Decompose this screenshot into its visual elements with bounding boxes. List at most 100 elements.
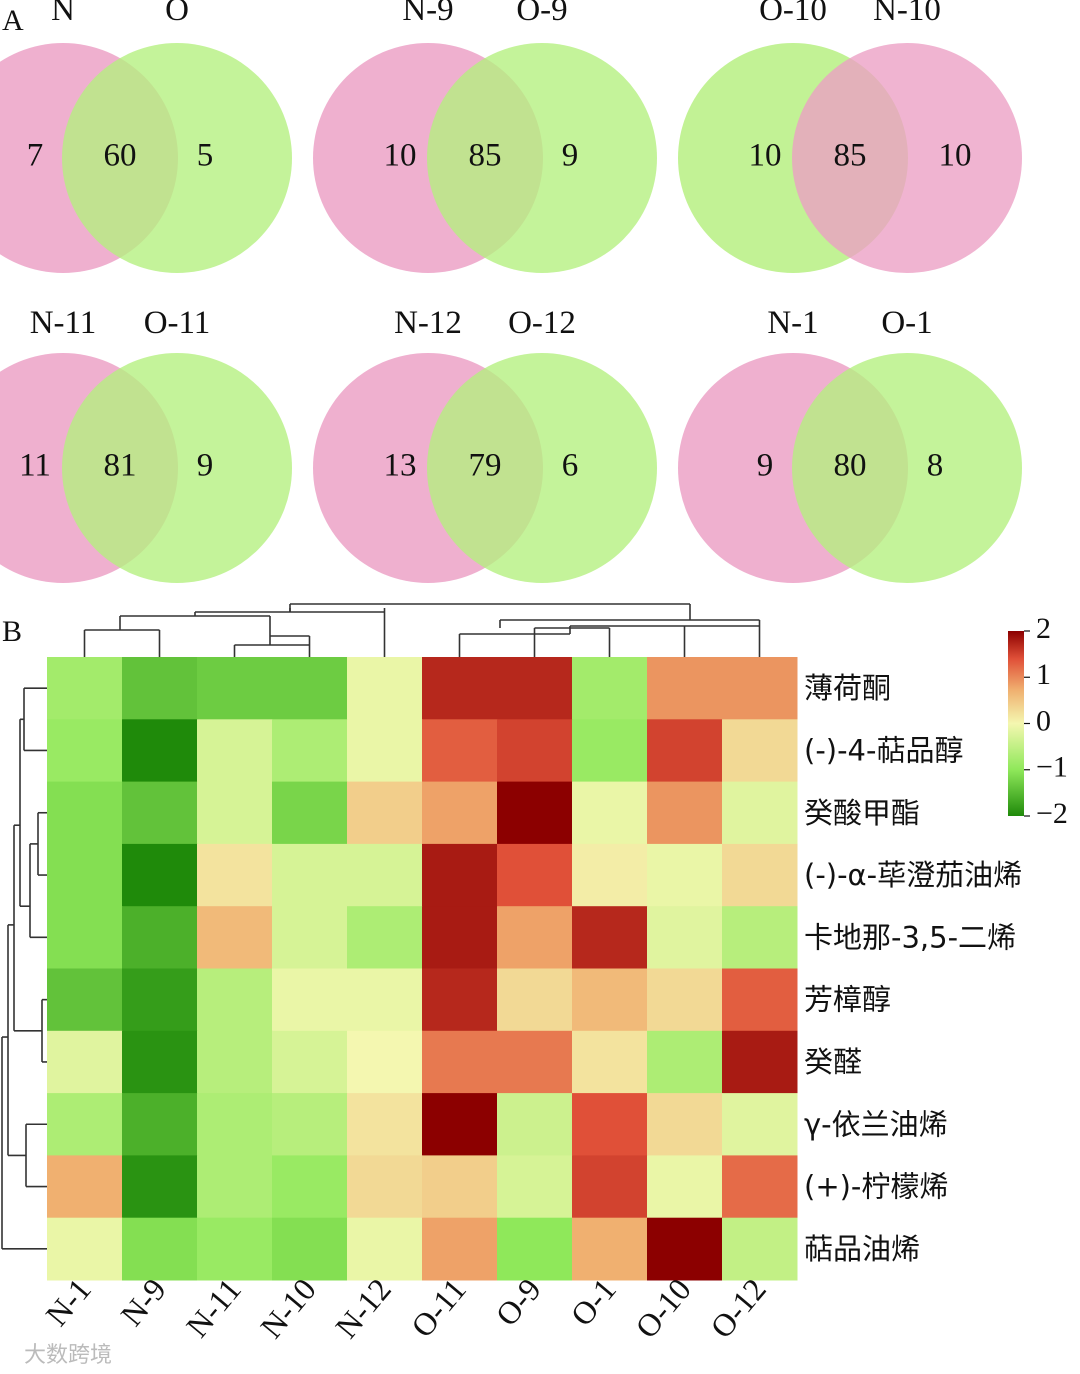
heatmap-cell [647, 1217, 723, 1281]
heatmap-cell [347, 781, 423, 845]
heatmap-cell [497, 968, 573, 1032]
heatmap-cell [47, 843, 123, 907]
heatmap-column-label: N-9 [113, 1271, 173, 1332]
heatmap-column-label: N-11 [179, 1271, 248, 1344]
heatmap-cell [422, 843, 498, 907]
heatmap-cell [647, 843, 723, 907]
venn-circle-right [427, 43, 657, 273]
heatmap-cell [272, 719, 348, 783]
heatmap-column-label: N-12 [328, 1271, 398, 1345]
colorbar-tick-label: 0 [1036, 704, 1051, 737]
heatmap-cell [422, 1155, 498, 1219]
venn-count-left: 10 [384, 138, 417, 174]
heatmap-cell [722, 1093, 798, 1156]
heatmap-cell [497, 657, 573, 720]
heatmap-cell [722, 657, 798, 720]
venn-count-left: 7 [27, 138, 44, 174]
heatmap-cell [722, 906, 798, 969]
colorbar [1008, 631, 1024, 816]
heatmap-column-label: O-9 [488, 1271, 548, 1332]
heatmap-cell [122, 968, 198, 1032]
heatmap-cell [572, 719, 648, 783]
heatmap-cell [422, 1217, 498, 1281]
heatmap-cell [122, 843, 198, 907]
heatmap-cell [47, 719, 123, 783]
heatmap-column-label: O-10 [628, 1271, 698, 1345]
venn-count-right: 9 [562, 138, 579, 174]
venn-count-right: 5 [197, 138, 214, 174]
heatmap-cell [722, 1030, 798, 1094]
heatmap-cell [497, 719, 573, 783]
heatmap-cell [197, 657, 273, 720]
venn-count-left: 10 [749, 138, 782, 174]
heatmap-row-label: 卡地那-3,5-二烯 [804, 920, 1016, 954]
heatmap-cell [647, 906, 723, 969]
heatmap-cell [422, 1030, 498, 1094]
venn-circle-right [62, 353, 292, 583]
heatmap-cell [422, 719, 498, 783]
heatmap-row-label: (-)-α-荜澄茄油烯 [804, 858, 1022, 892]
heatmap-cell [572, 1093, 648, 1156]
heatmap-cell [497, 906, 573, 969]
heatmap-cell [572, 1155, 648, 1219]
venn-set-label: O-12 [508, 305, 576, 341]
heatmap-cell [47, 1217, 123, 1281]
heatmap-cell [572, 1030, 648, 1094]
heatmap-row-label: (+)-柠檬烯 [804, 1170, 948, 1204]
venn-diagram: N-9 O-9 10 85 9 [313, 0, 657, 273]
heatmap-cell [497, 843, 573, 907]
venn-circle-right [62, 43, 292, 273]
venn-count-left: 9 [757, 448, 774, 484]
heatmap-cell [272, 1030, 348, 1094]
heatmap-cell [347, 1155, 423, 1219]
colorbar-tick-label: −1 [1036, 751, 1068, 784]
heatmap-cell [272, 781, 348, 845]
venn-count-left: 13 [384, 448, 417, 484]
panel-b-label: B [2, 615, 22, 648]
heatmap-cell [497, 1155, 573, 1219]
venn-count-overlap: 85 [834, 138, 867, 174]
venn-set-label: O-9 [516, 0, 567, 28]
heatmap-cell [647, 1030, 723, 1094]
heatmap-cell [422, 781, 498, 845]
heatmap-cell [122, 657, 198, 720]
heatmap-cell [422, 1093, 498, 1156]
heatmap-cell [647, 1093, 723, 1156]
heatmap-cell [122, 1155, 198, 1219]
venn-count-overlap: 60 [104, 138, 137, 174]
heatmap-cell [197, 1030, 273, 1094]
heatmap-cell [122, 1030, 198, 1094]
heatmap-cell [197, 781, 273, 845]
heatmap-cell [347, 1030, 423, 1094]
heatmap-row-label: 癸醛 [804, 1045, 862, 1079]
heatmap-row-label: (-)-4-萜品醇 [804, 733, 963, 767]
heatmap-cell [272, 843, 348, 907]
heatmap-column-labels: N-1 N-9 N-11 N-10 N-12 O-11 O-9 O-1 O-10 O-12 [38, 1271, 773, 1345]
heatmap-cell [347, 843, 423, 907]
venn-set-label: N-11 [30, 305, 97, 341]
venn-count-right: 9 [197, 448, 214, 484]
heatmap-cell [422, 657, 498, 720]
venn-diagram: N-1 O-1 9 80 8 [678, 305, 1022, 583]
watermark: 大数跨境 [24, 1343, 112, 1368]
heatmap-cell [572, 843, 648, 907]
heatmap-cell [122, 719, 198, 783]
heatmap-cell [197, 843, 273, 907]
heatmap-row-label: 癸酸甲酯 [804, 796, 920, 830]
heatmap-cell [572, 968, 648, 1032]
heatmap-cell [647, 657, 723, 720]
venn-count-right: 6 [562, 448, 579, 484]
heatmap-cell [497, 1093, 573, 1156]
venn-set-label: N-1 [767, 305, 818, 341]
venn-circle-right [792, 353, 1022, 583]
venn-set-label: N-12 [394, 305, 462, 341]
venn-set-label: O [165, 0, 189, 28]
venn-set-label: O-11 [144, 305, 211, 341]
venn-count-overlap: 81 [104, 448, 137, 484]
heatmap-cell [722, 968, 798, 1032]
heatmap-cell [47, 1030, 123, 1094]
heatmap-cell [347, 906, 423, 969]
heatmap-cell [722, 1155, 798, 1219]
